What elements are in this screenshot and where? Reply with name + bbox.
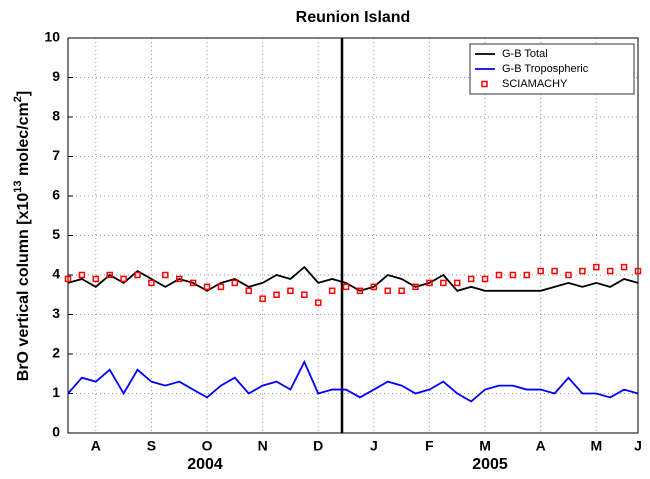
marker [259, 295, 266, 302]
x-tick-label: F [425, 438, 434, 454]
marker [440, 279, 447, 287]
x-tick-label: J [634, 438, 642, 454]
marker [565, 271, 572, 279]
y-tick-label: 5 [52, 226, 60, 242]
marker [217, 283, 225, 291]
y-label-part: BrO vertical column [x10 [15, 193, 32, 382]
year-label: 2005 [472, 456, 508, 473]
marker [384, 287, 392, 295]
x-tick-label: J [370, 438, 378, 454]
line [67, 265, 639, 292]
marker [162, 271, 169, 279]
marker [370, 283, 378, 291]
marker [342, 283, 350, 291]
legend-label: SCIAMACHY [502, 78, 568, 90]
x-tick-label: M [590, 438, 602, 454]
marker [412, 283, 419, 291]
y-label-superscript: 2 [12, 96, 24, 102]
x-tick-label: S [147, 438, 156, 454]
y-tick-label: 8 [52, 108, 60, 124]
marker [314, 299, 322, 306]
y-tick-label: 10 [44, 29, 60, 45]
y-tick-label: 4 [52, 266, 60, 282]
marker [606, 267, 614, 275]
legend-marker [481, 80, 488, 88]
plot-frame [67, 37, 639, 434]
y-tick-label: 1 [52, 384, 60, 400]
marker [634, 267, 642, 275]
marker [273, 291, 280, 298]
marker [78, 271, 86, 279]
legend-label: G-B Total [502, 48, 548, 60]
marker [203, 283, 211, 291]
marker [481, 275, 489, 283]
marker [523, 271, 531, 279]
marker [537, 267, 544, 275]
y-label-superscript: 13 [12, 180, 24, 192]
y-label-part: molec/cm [15, 102, 32, 180]
y-tick-label: 6 [52, 187, 60, 203]
x-tick-label: A [91, 438, 101, 454]
x-tick-label: D [313, 438, 323, 454]
marker [398, 287, 405, 295]
y-tick-label: 0 [52, 424, 60, 440]
marker [148, 279, 155, 287]
marker [287, 287, 294, 295]
y-tick-label: 2 [52, 345, 60, 361]
marker [495, 271, 503, 279]
marker [579, 267, 586, 275]
y-tick-label: 9 [52, 68, 60, 84]
marker [551, 267, 558, 275]
legend-label: G-B Tropospheric [502, 63, 589, 75]
marker [328, 287, 336, 295]
chart-title: Reunion Island [296, 9, 411, 26]
x-tick-label: N [258, 438, 268, 454]
marker [120, 275, 127, 283]
marker [509, 271, 517, 279]
marker [593, 263, 600, 271]
marker [467, 275, 475, 283]
y-tick-label: 3 [52, 305, 60, 321]
marker [175, 275, 183, 283]
marker [189, 279, 197, 287]
marker [106, 271, 113, 279]
legend-box [469, 43, 635, 95]
y-axis-label: BrO vertical column [x1013 molec/cm2] [12, 91, 32, 381]
y-tick-label: 7 [52, 147, 60, 163]
marker [92, 275, 100, 283]
x-tick-label: O [202, 438, 213, 454]
marker [454, 279, 461, 287]
x-tick-label: M [479, 438, 491, 454]
marker [620, 263, 628, 271]
year-label: 2004 [187, 456, 223, 473]
line [67, 359, 639, 403]
marker [64, 275, 72, 283]
marker [134, 271, 141, 279]
marker [245, 287, 252, 295]
x-tick-label: A [536, 438, 546, 454]
marker [356, 287, 364, 295]
marker [426, 279, 433, 287]
marker [301, 291, 308, 298]
y-label-part: ] [15, 91, 32, 96]
marker [231, 279, 239, 287]
